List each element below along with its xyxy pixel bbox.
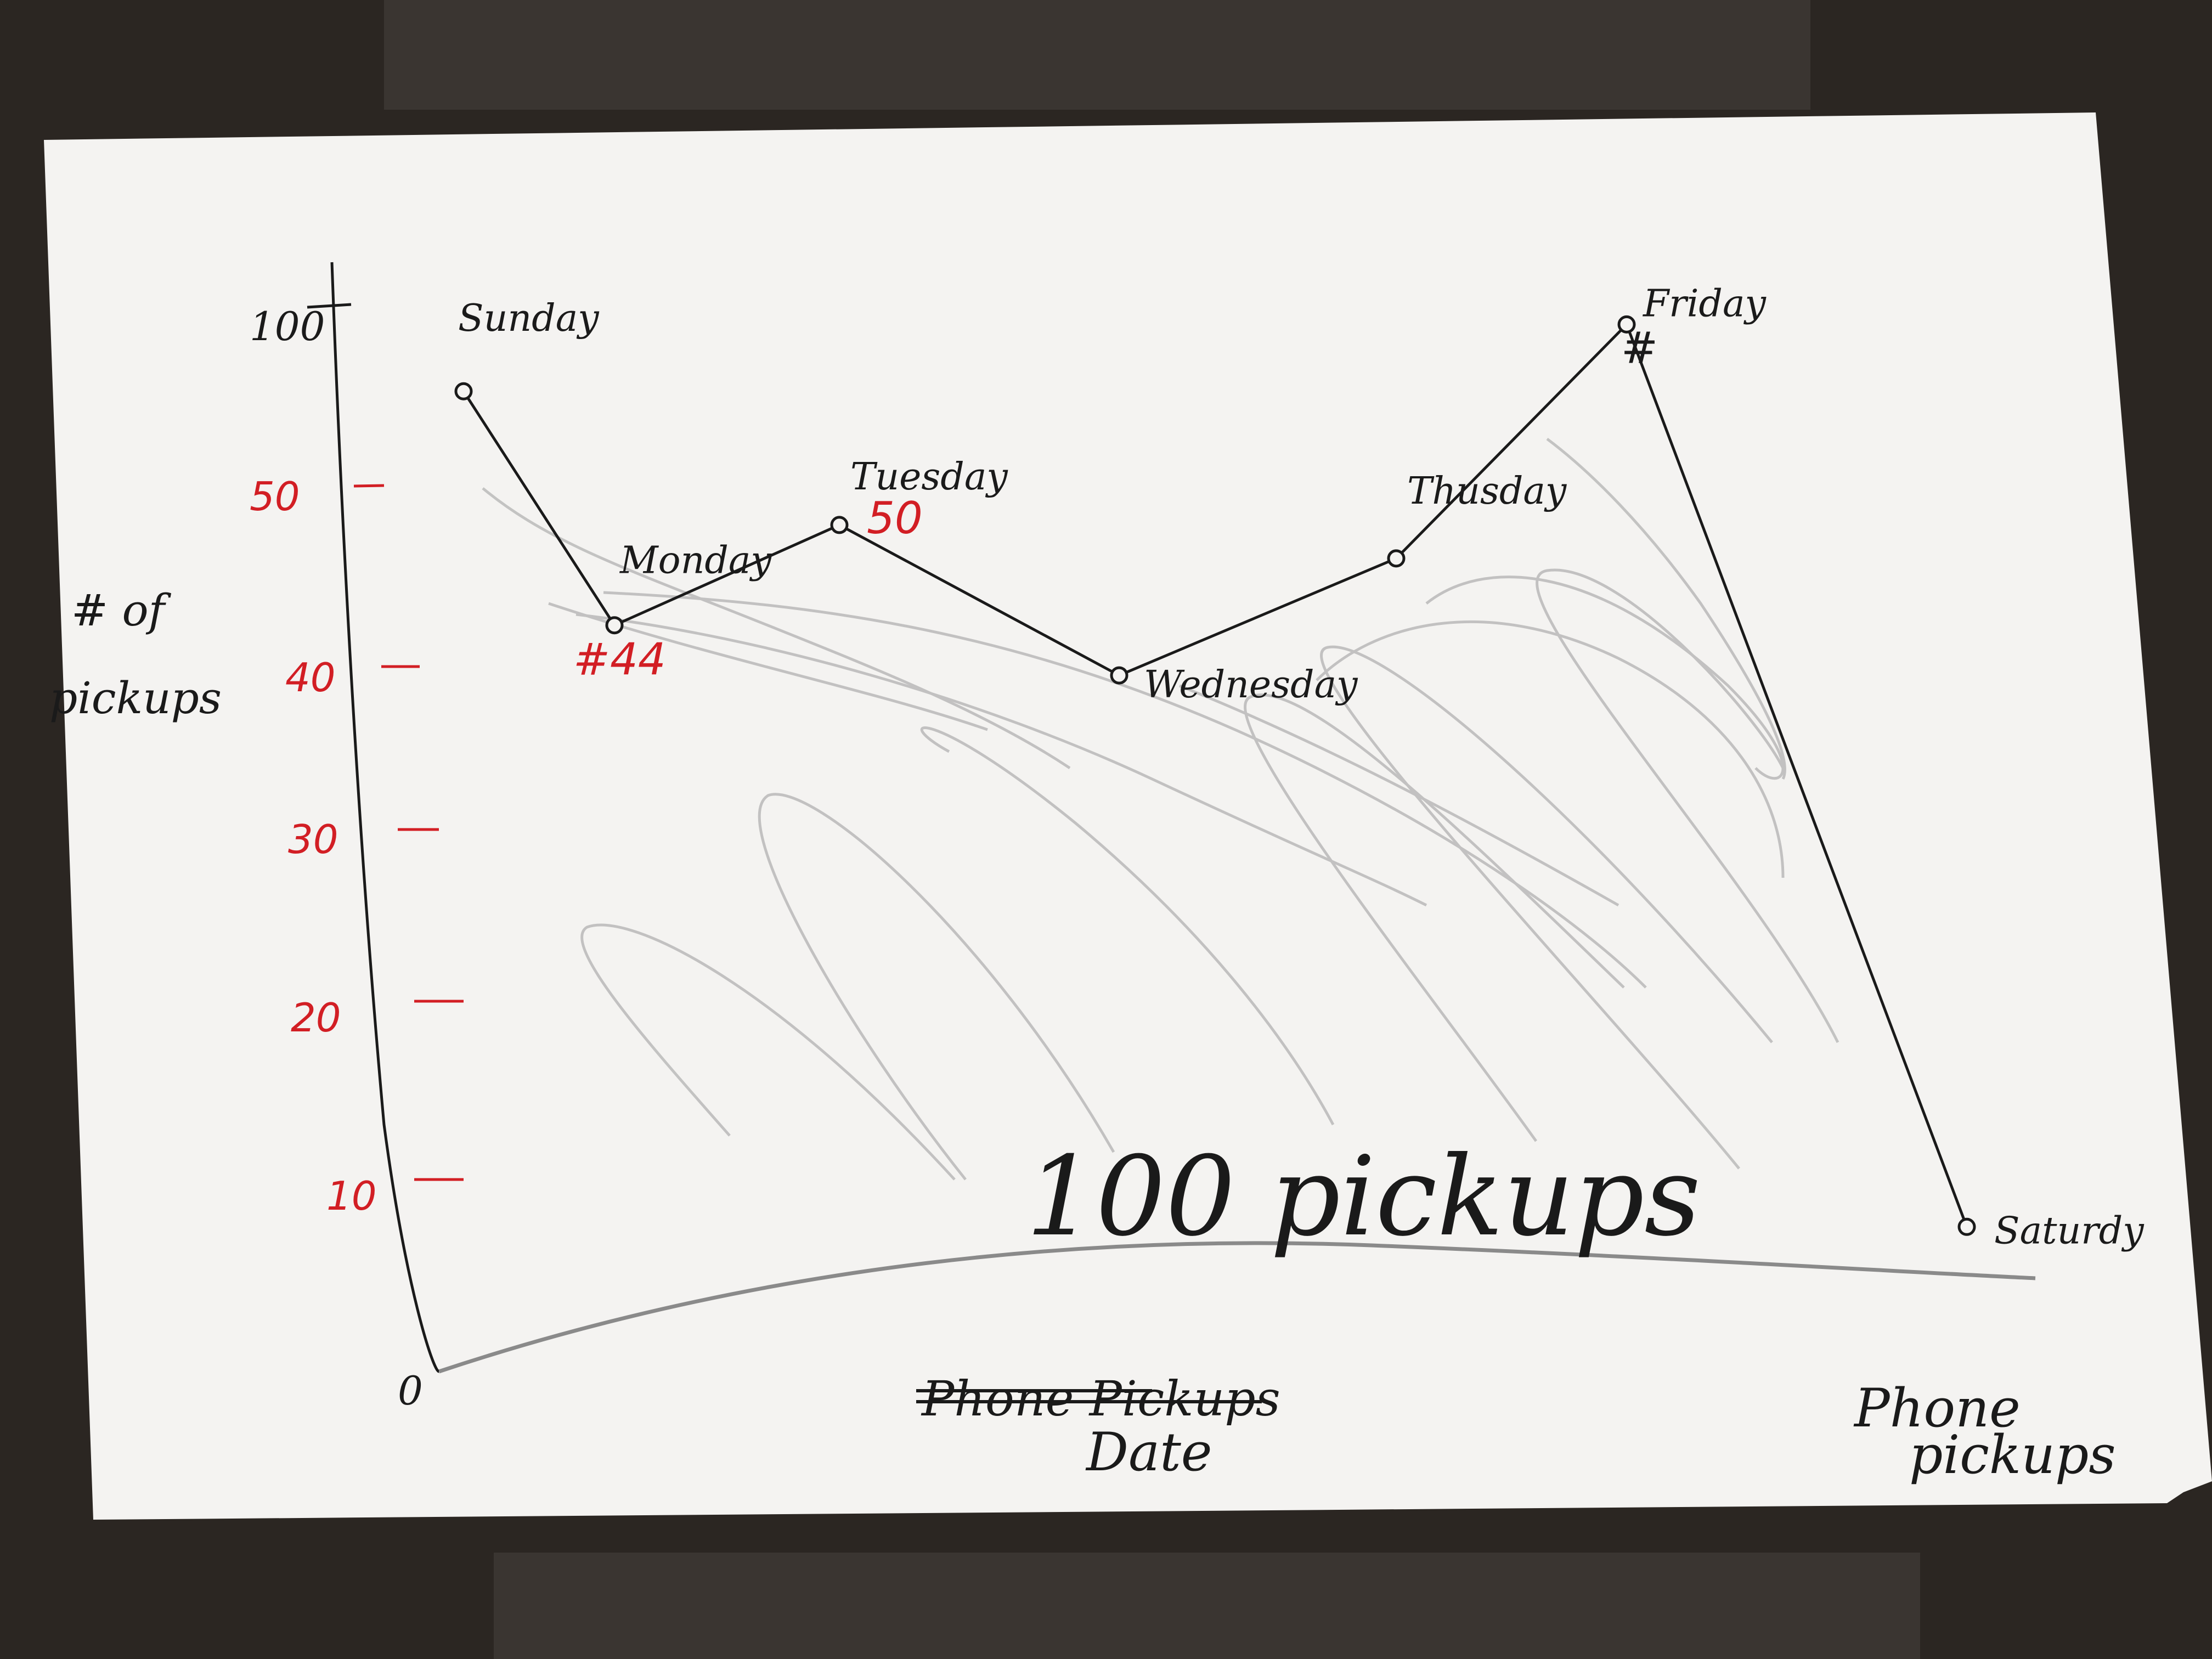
day-label-friday: Friday [1642,282,1767,325]
x-axis-line [438,1241,2036,1374]
day-labels: Sunday Monday Tuesday Wednesday Thusday Frida… [458,282,2145,1252]
data-point-sunday [454,382,473,400]
x-axis-label-group: Phone Pickups Date [916,1370,1280,1483]
pencil-shading [482,438,1839,1181]
y-axis-line [330,262,440,1373]
day-label-wednesday: Wednesday [1144,663,1358,707]
y-axis-label: # of pickups [49,585,222,724]
y-axis-label-line-1: # of [71,585,172,636]
data-point-friday [1617,315,1636,334]
y-tick-label-30: 30 [288,816,338,862]
corner-note-line-1: Phone [1853,1378,2021,1439]
corner-note-line-2: pickups [1909,1424,2116,1486]
data-point-tuesday [830,516,849,534]
y-tick-label-10: 10 [326,1173,377,1219]
x-axis-label-struck: Phone Pickups [921,1370,1280,1427]
day-label-tuesday: Tuesday [850,455,1008,499]
data-point-thusday [1387,549,1406,568]
day-label-sunday: Sunday [458,297,600,340]
value-label-monday: #44 [573,634,666,685]
paper-sheet [44,112,2212,1520]
y-tick-label-20: 20 [291,995,341,1041]
value-label-friday: # [1621,322,1658,373]
data-point-wednesday [1110,666,1128,685]
y-origin-label: 0 [398,1368,423,1414]
value-label-tuesday: 50 [867,493,923,544]
y-tick-label-40: 40 [285,654,336,701]
table-glare-bottom [494,1553,1920,1659]
y-tick-label-100: 100 [250,303,325,349]
day-label-saturdy: Saturdy [1994,1209,2145,1252]
chart-title: 100 pickups [1026,1133,1701,1261]
series-points [454,315,1976,1236]
data-point-saturdy [1957,1217,1976,1236]
value-labels: #44 50 # [573,322,1658,685]
y-tick-label-50: 50 [250,473,300,520]
y-axis-label-line-2: pickups [49,673,222,724]
data-point-monday [605,616,624,635]
day-label-monday: Monday [619,539,772,583]
corner-note: Phone pickups [1853,1378,2116,1486]
day-label-thusday: Thusday [1407,470,1567,513]
y-tick-mark-100 [307,303,352,309]
table-glare [384,0,1810,110]
x-axis-label: Date [1085,1421,1212,1483]
